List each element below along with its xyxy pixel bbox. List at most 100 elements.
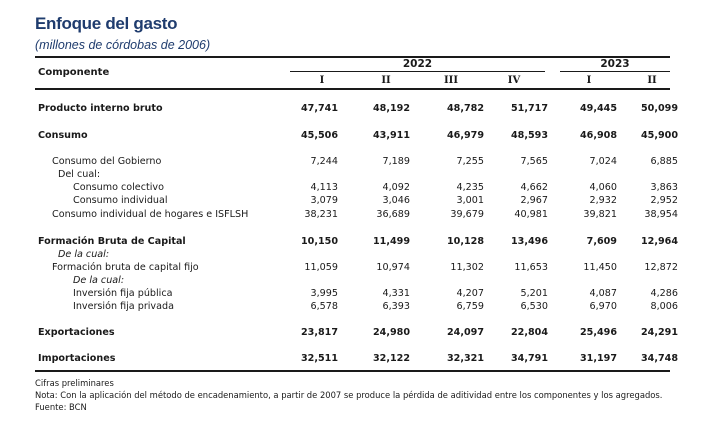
year-header-2022: 2022: [402, 58, 433, 70]
row-value: 6,759: [456, 301, 484, 312]
row-label: Consumo: [38, 130, 88, 141]
row-value: 7,244: [310, 156, 338, 167]
year-header-2023: 2023: [600, 58, 630, 70]
row-value: 46,908: [579, 130, 617, 141]
row-label: Consumo del Gobierno: [52, 156, 162, 167]
row-value: 25,496: [579, 327, 617, 338]
row-value: 38,231: [304, 209, 338, 220]
row-label: De la cual:: [58, 249, 110, 260]
row-label: Exportaciones: [38, 327, 115, 338]
row-value: 34,748: [640, 353, 678, 364]
row-value: 48,192: [372, 103, 410, 114]
row-value: 24,291: [640, 327, 678, 338]
row-value: 5,201: [520, 288, 548, 299]
row-value: 48,593: [510, 130, 548, 141]
row-label: De la cual:: [73, 275, 125, 286]
row-value: 3,995: [310, 288, 338, 299]
row-label: Producto interno bruto: [38, 103, 163, 114]
row-value: 49,445: [579, 103, 617, 114]
row-value: 6,578: [310, 301, 338, 312]
row-label: Inversión fija pública: [73, 288, 173, 299]
row-value: 2,967: [520, 195, 548, 206]
row-value: 31,197: [579, 353, 617, 364]
row-value: 7,189: [382, 156, 410, 167]
row-value: 32,122: [372, 353, 410, 364]
row-value: 3,001: [456, 195, 484, 206]
quarter-header: II: [381, 75, 391, 86]
row-label: Importaciones: [38, 353, 116, 364]
row-value: 11,302: [450, 262, 484, 273]
row-value: 11,653: [514, 262, 548, 273]
row-value: 39,679: [450, 209, 484, 220]
year-underline: [290, 71, 545, 72]
quarter-header: I: [586, 75, 592, 86]
row-value: 7,565: [520, 156, 548, 167]
row-value: 4,113: [310, 182, 338, 193]
row-value: 11,450: [583, 262, 617, 273]
row-label: Consumo colectivo: [73, 182, 164, 193]
row-value: 7,255: [456, 156, 484, 167]
row-value: 50,099: [640, 103, 678, 114]
quarter-header: IV: [507, 75, 521, 86]
row-label: Del cual:: [58, 169, 101, 180]
row-value: 51,717: [510, 103, 548, 114]
row-value: 8,006: [650, 301, 678, 312]
row-value: 22,804: [510, 327, 548, 338]
row-value: 23,817: [300, 327, 338, 338]
row-value: 4,060: [589, 182, 617, 193]
row-value: 45,506: [300, 130, 338, 141]
row-value: 7,024: [589, 156, 617, 167]
row-value: 32,321: [446, 353, 484, 364]
quarter-header: III: [443, 75, 459, 86]
row-value: 10,974: [376, 262, 410, 273]
row-value: 46,979: [446, 130, 484, 141]
row-value: 13,496: [510, 236, 548, 247]
row-value: 40,981: [514, 209, 548, 220]
row-label: Consumo individual: [73, 195, 168, 206]
row-value: 2,952: [650, 195, 678, 206]
row-value: 45,900: [640, 130, 678, 141]
row-value: 12,872: [644, 262, 678, 273]
row-value: 38,954: [644, 209, 678, 220]
row-value: 6,393: [382, 301, 410, 312]
row-value: 4,092: [382, 182, 410, 193]
row-value: 39,821: [583, 209, 617, 220]
row-value: 4,207: [456, 288, 484, 299]
row-value: 43,911: [372, 130, 410, 141]
component-header: Componente: [38, 67, 110, 78]
note-method: Nota: Con la aplicación del método de en…: [35, 390, 663, 400]
row-value: 12,964: [640, 236, 678, 247]
row-value: 47,741: [300, 103, 338, 114]
row-value: 11,059: [304, 262, 338, 273]
row-value: 4,331: [382, 288, 410, 299]
bottom-rule: [35, 370, 670, 372]
row-value: 24,980: [372, 327, 410, 338]
quarter-header: II: [647, 75, 657, 86]
row-label: Inversión fija privada: [73, 301, 174, 312]
row-value: 24,097: [446, 327, 484, 338]
row-value: 6,885: [650, 156, 678, 167]
quarter-header: I: [319, 75, 325, 86]
table-title: Enfoque del gasto: [35, 14, 178, 33]
row-value: 11,499: [372, 236, 410, 247]
row-label: Consumo individual de hogares e ISFLSH: [52, 209, 249, 220]
row-value: 2,932: [589, 195, 617, 206]
row-value: 6,970: [589, 301, 617, 312]
row-value: 10,128: [446, 236, 484, 247]
row-value: 48,782: [446, 103, 484, 114]
row-value: 6,530: [520, 301, 548, 312]
table-subtitle: (millones de córdobas de 2006): [35, 38, 211, 52]
row-value: 3,046: [382, 195, 410, 206]
header-rule: [35, 88, 670, 90]
row-label: Formación Bruta de Capital: [38, 236, 186, 247]
row-value: 4,662: [520, 182, 548, 193]
note-source: Fuente: BCN: [35, 402, 87, 412]
row-value: 7,609: [586, 236, 617, 247]
row-label: Formación bruta de capital fijo: [52, 262, 199, 273]
row-value: 3,863: [650, 182, 678, 193]
note-preliminary: Cifras preliminares: [35, 378, 114, 388]
row-value: 34,791: [510, 353, 548, 364]
row-value: 36,689: [376, 209, 410, 220]
row-value: 32,511: [300, 353, 338, 364]
row-value: 10,150: [300, 236, 338, 247]
